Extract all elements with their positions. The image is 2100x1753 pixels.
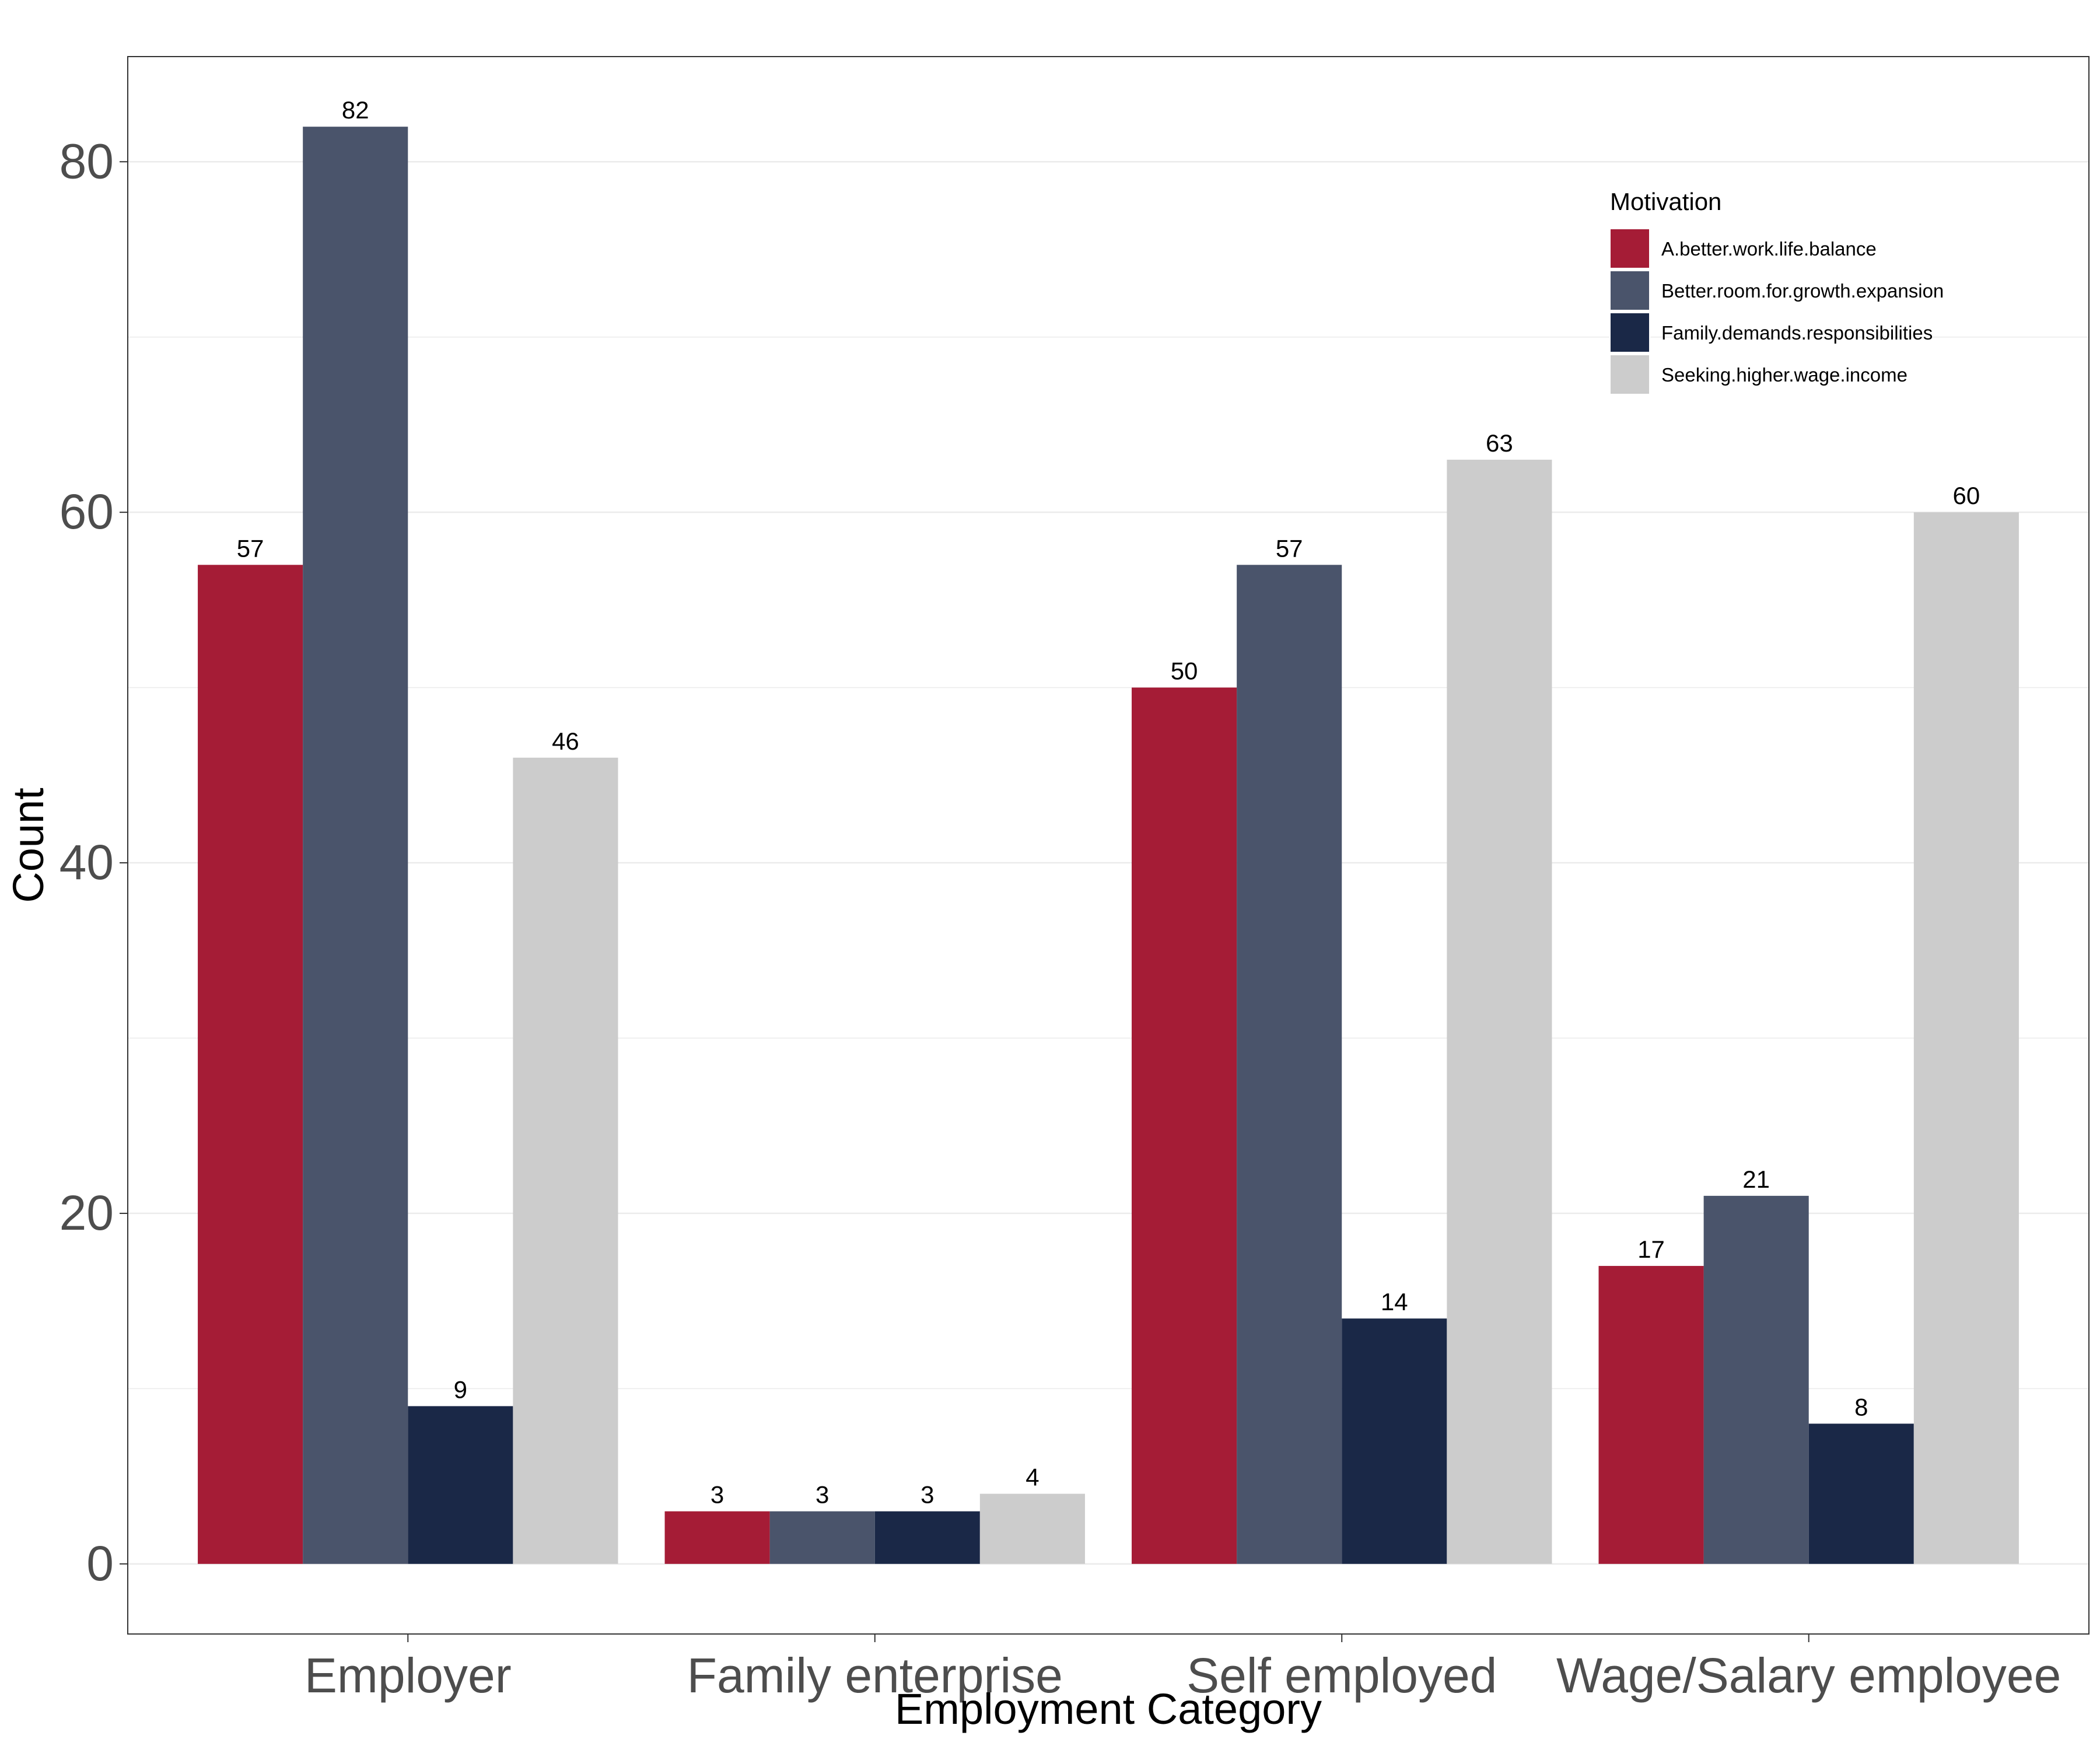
- bar: [664, 1511, 770, 1564]
- bars: [198, 127, 2019, 1564]
- y-axis: 0 20 40 60 80: [60, 134, 128, 1591]
- x-axis: Employer Family enterprise Self employed Wa…: [304, 1634, 2061, 1703]
- legend-key: [1609, 312, 1650, 353]
- bar-value-label: 57: [237, 534, 264, 562]
- legend-label: Family.demands.responsibilities: [1661, 322, 1933, 344]
- bar: [513, 757, 618, 1564]
- bar-value-label: 50: [1171, 657, 1198, 685]
- y-tick-label: 80: [60, 134, 114, 188]
- legend-label: Seeking.higher.wage.income: [1661, 364, 1908, 386]
- bar: [1598, 1266, 1704, 1564]
- bar-value-label: 57: [1276, 534, 1303, 562]
- bar-value-labels: 57 82 9 46 3 3 3 4 50 57 14 63 17 21 8 60: [237, 96, 1980, 1509]
- legend-key: [1609, 354, 1650, 395]
- legend-title: Motivation: [1610, 188, 1721, 215]
- bar: [303, 127, 408, 1564]
- bar-value-label: 60: [1953, 482, 1980, 509]
- y-tick-label: 60: [60, 484, 114, 539]
- x-tick-label: Self employed: [1186, 1648, 1497, 1703]
- bar-value-label: 14: [1381, 1288, 1408, 1315]
- x-tick-label: Wage/Salary employee: [1556, 1648, 2061, 1703]
- bar: [1132, 687, 1237, 1564]
- bar: [874, 1511, 980, 1564]
- x-tick-label: Employer: [304, 1648, 512, 1703]
- bar: [1703, 1195, 1809, 1564]
- x-axis-title: Employment Category: [895, 1685, 1322, 1733]
- bar: [979, 1493, 1085, 1564]
- bar: [198, 565, 303, 1564]
- y-tick-label: 40: [60, 835, 114, 890]
- bar-value-label: 46: [552, 727, 579, 755]
- legend-label: Better.room.for.growth.expansion: [1661, 280, 1944, 302]
- legend-key: [1609, 270, 1650, 311]
- bar-value-label: 9: [454, 1376, 467, 1403]
- bar: [1447, 460, 1552, 1564]
- y-tick-label: 20: [60, 1185, 114, 1240]
- bar-value-label: 21: [1742, 1166, 1770, 1193]
- legend: Motivation A.better.work.life.balance Bet…: [1609, 188, 1944, 395]
- bar: [1808, 1423, 1914, 1564]
- y-axis-title: Count: [4, 788, 52, 903]
- bar-value-label: 63: [1486, 429, 1513, 457]
- plot-border: [127, 56, 2090, 1635]
- bar-value-label: 3: [816, 1481, 829, 1509]
- y-tick-label: 0: [86, 1536, 114, 1591]
- legend-label: A.better.work.life.balance: [1661, 238, 1877, 260]
- bar-value-label: 3: [921, 1481, 934, 1509]
- bar-value-label: 82: [342, 96, 369, 124]
- bar-value-label: 17: [1637, 1236, 1665, 1263]
- bar: [1237, 565, 1342, 1564]
- bar: [769, 1511, 875, 1564]
- x-tick-label: Family enterprise: [687, 1648, 1063, 1703]
- bar: [1913, 512, 2019, 1564]
- bar-value-label: 4: [1026, 1464, 1039, 1491]
- bar: [408, 1406, 513, 1564]
- legend-key: [1609, 228, 1650, 269]
- bar-value-label: 8: [1854, 1393, 1868, 1420]
- bar-value-label: 3: [710, 1481, 724, 1509]
- bar: [1342, 1318, 1447, 1564]
